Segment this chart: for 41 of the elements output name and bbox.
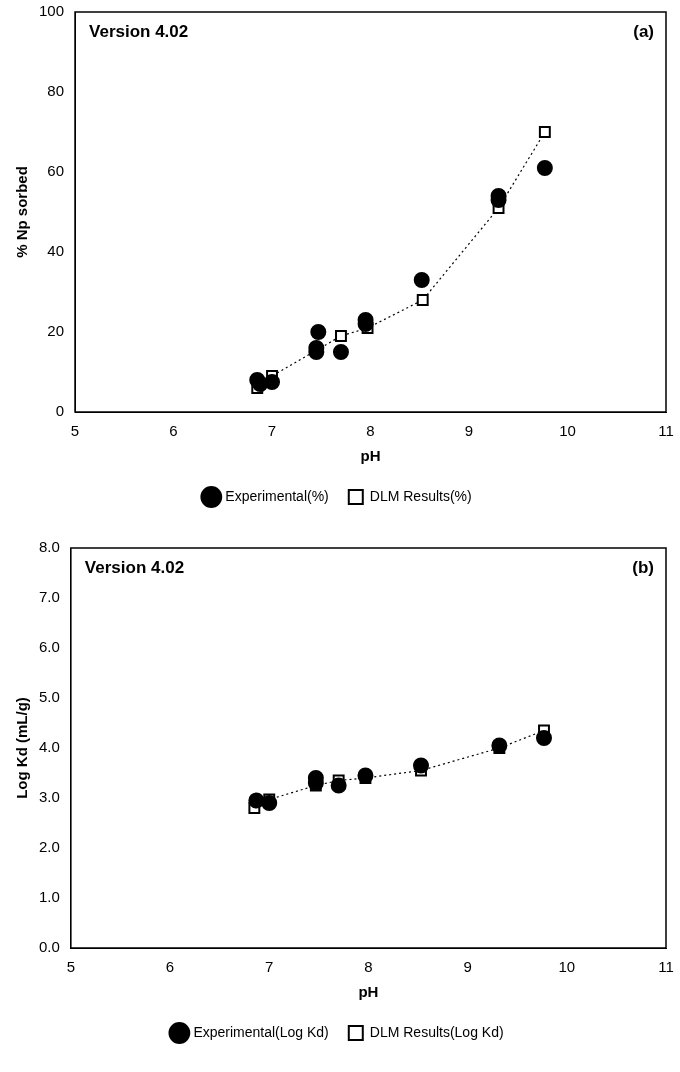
text: Version 4.02 (84, 558, 185, 578)
y-tick-label: 7.0 (38, 588, 60, 606)
y-tick-label: 0.0 (38, 938, 60, 956)
y-axis-title: Log Kd (mL/g) (13, 697, 31, 799)
y-tick-label: 6.0 (38, 638, 60, 656)
legend-label: Experimental(Log Kd) (193, 1023, 329, 1040)
y-tick-label: 100 (39, 2, 65, 20)
annotation: (a) (633, 22, 654, 42)
x-tick-label: 9 (463, 958, 472, 976)
x-tick-label: 8 (364, 958, 373, 976)
y-tick-label: 40 (47, 242, 65, 260)
y-axis-title: % Np sorbed (13, 166, 31, 258)
x-tick-label: 8 (366, 422, 375, 440)
x-tick-label: 5 (66, 958, 76, 976)
x-tick-label: 5 (70, 422, 80, 440)
x-tick-label: 9 (464, 422, 474, 440)
y-tick-label: 3.0 (38, 788, 60, 806)
text: Version 4.02 (89, 22, 189, 42)
y-tick-label: 60 (47, 162, 65, 180)
legend-label: DLM Results(%) (369, 487, 472, 504)
x-tick-label: 11 (658, 422, 674, 440)
x-tick-label: 6 (165, 958, 175, 976)
y-tick-label: 20 (47, 322, 65, 340)
x-axis-title: pH (360, 447, 381, 465)
y-tick-label: 80 (47, 82, 65, 100)
y-tick-label: 8.0 (38, 538, 60, 556)
y-tick-label: 5.0 (38, 688, 60, 706)
y-tick-label: 2.0 (38, 838, 60, 856)
x-tick-label: 10 (558, 958, 576, 976)
x-tick-label: 11 (658, 958, 674, 976)
x-tick-label: 7 (267, 422, 277, 440)
y-tick-label: 1.0 (38, 888, 60, 906)
y-tick-label: 4.0 (38, 738, 60, 756)
legend-label: DLM Results(Log Kd) (369, 1023, 504, 1040)
x-axis-title: pH (358, 983, 379, 1001)
legend-label: Experimental(%) (225, 487, 329, 504)
x-tick-label: 7 (265, 958, 274, 976)
x-tick-label: 10 (559, 422, 576, 440)
y-tick-label: 0 (55, 402, 65, 420)
annotation: (b) (632, 558, 654, 578)
x-tick-label: 6 (169, 422, 178, 440)
